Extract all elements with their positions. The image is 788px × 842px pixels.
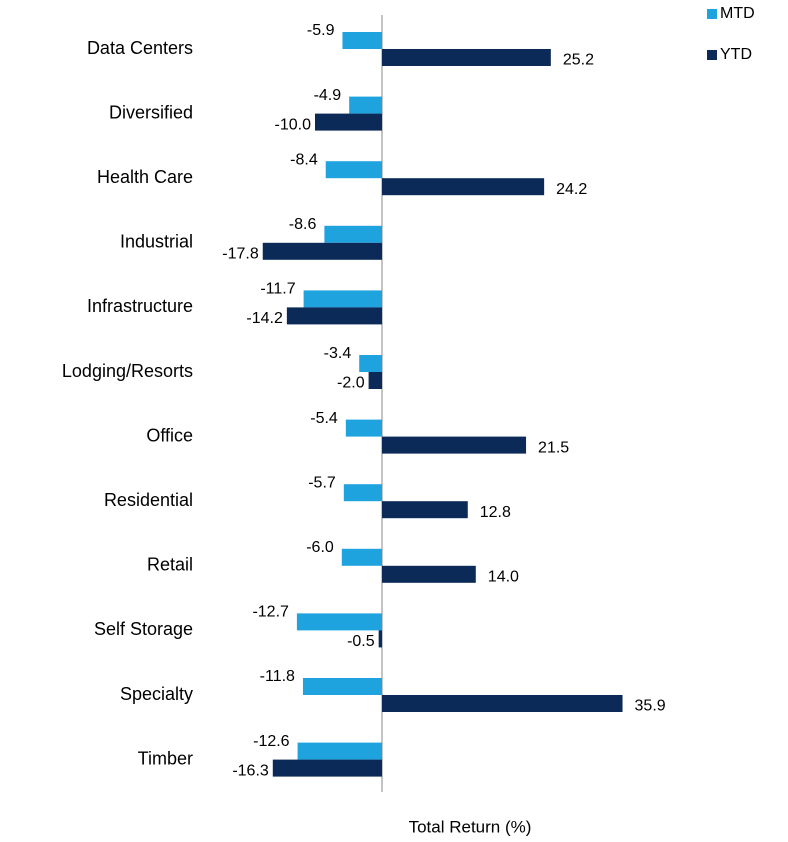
bar <box>341 548 382 566</box>
bar <box>325 161 382 179</box>
value-label: -2.0 <box>337 375 365 392</box>
value-label: 14.0 <box>488 569 519 586</box>
value-label: -12.7 <box>252 604 289 621</box>
value-label: -12.6 <box>253 733 290 750</box>
bar <box>382 501 468 519</box>
value-label: -11.7 <box>260 281 295 298</box>
value-label: -8.4 <box>290 151 318 168</box>
bar <box>302 678 382 695</box>
legend-swatch <box>707 9 717 19</box>
category-label: Self Storage <box>94 619 193 639</box>
value-label: -17.8 <box>222 246 259 263</box>
value-label: -14.2 <box>246 310 283 327</box>
bar <box>382 178 545 196</box>
category-label: Lodging/Resorts <box>62 361 193 381</box>
value-label: 12.8 <box>480 504 511 521</box>
value-label: -5.7 <box>308 474 336 491</box>
bar <box>382 695 623 712</box>
bar <box>286 307 382 325</box>
value-label: 21.5 <box>538 439 569 456</box>
bar <box>378 630 382 648</box>
bar <box>324 225 382 243</box>
value-label: -11.8 <box>260 668 295 685</box>
value-label: -5.4 <box>310 410 338 427</box>
legend-swatch <box>707 50 717 60</box>
category-label: Industrial <box>120 232 193 252</box>
bar <box>382 565 476 583</box>
x-axis-label: Total Return (%) <box>409 817 532 836</box>
category-label: Health Care <box>97 167 193 187</box>
value-label: -8.6 <box>289 216 317 233</box>
bar <box>343 484 382 502</box>
category-label: Retail <box>147 555 193 575</box>
value-label: 25.2 <box>563 52 594 69</box>
category-label: Timber <box>138 748 193 768</box>
value-label: -16.3 <box>232 762 269 779</box>
legend-label: MTD <box>720 5 755 22</box>
bar <box>342 32 382 49</box>
bar <box>297 742 382 760</box>
category-label: Diversified <box>109 102 193 122</box>
category-label: Office <box>146 425 193 445</box>
category-label: Residential <box>104 490 193 510</box>
value-label: -4.9 <box>314 87 342 104</box>
category-label: Infrastructure <box>87 296 193 316</box>
bar <box>303 290 382 308</box>
bar <box>262 242 382 260</box>
bar <box>382 436 527 454</box>
value-label: -0.5 <box>347 633 375 650</box>
bar <box>359 355 382 372</box>
bar <box>272 759 382 777</box>
category-label: Specialty <box>120 684 193 704</box>
value-label: -10.0 <box>275 116 312 133</box>
bar <box>315 113 382 131</box>
value-label: -5.9 <box>307 22 335 39</box>
bar <box>345 419 382 437</box>
bar <box>368 372 382 389</box>
value-label: -6.0 <box>306 539 334 556</box>
value-label: 24.2 <box>556 181 587 198</box>
bar <box>296 613 382 631</box>
value-label: 35.9 <box>635 698 666 715</box>
category-label: Data Centers <box>87 38 193 58</box>
bar <box>382 49 551 66</box>
bar <box>349 96 382 114</box>
value-label: -3.4 <box>324 345 352 362</box>
legend-label: YTD <box>720 46 752 63</box>
